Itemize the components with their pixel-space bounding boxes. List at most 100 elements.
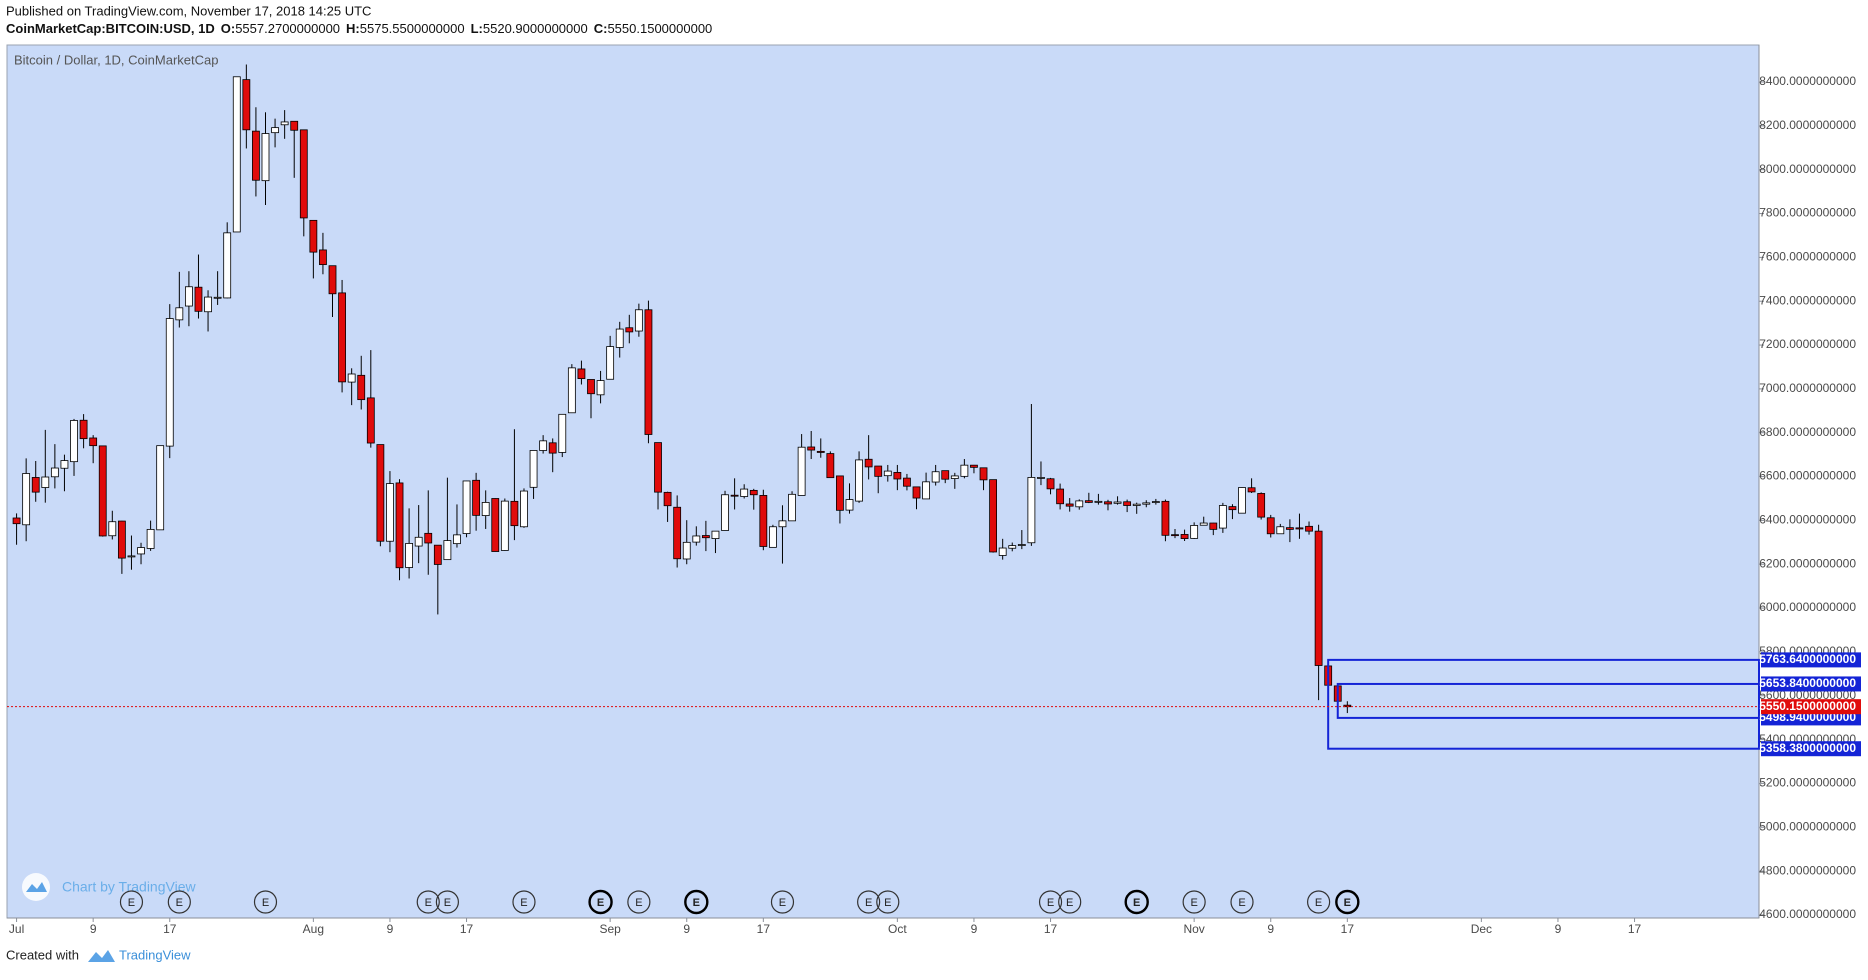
candle-body [1257, 493, 1266, 518]
candle-body [79, 419, 88, 440]
x-tick-label: Nov [1183, 922, 1204, 936]
footer-created: Created with [6, 947, 79, 962]
candle-body [1017, 544, 1026, 546]
candle-body [864, 458, 873, 468]
candle-body [31, 477, 40, 493]
candle-body [644, 309, 653, 435]
candle-body [280, 121, 289, 126]
x-tick-label: 17 [757, 922, 771, 936]
candle-body [338, 292, 346, 383]
candle-body [663, 491, 672, 507]
candle-body [1046, 478, 1055, 490]
candle-body [1151, 501, 1160, 503]
candle-body [386, 483, 394, 542]
candle-body [836, 475, 844, 511]
ohlc-value: 5550.1500000000 [607, 21, 712, 36]
candle-body [567, 367, 576, 414]
candle-body [357, 374, 366, 401]
event-marker [588, 889, 613, 915]
candle-body [903, 477, 911, 487]
candle-body [204, 296, 212, 313]
x-tick-label: 17 [1628, 922, 1642, 936]
candle-body [520, 490, 528, 528]
event-marker [857, 890, 881, 914]
x-tick-label: 9 [1555, 922, 1562, 936]
candle-body [701, 535, 710, 539]
event-label: E [444, 897, 451, 909]
candle-body [89, 437, 98, 447]
event-label: E [1047, 897, 1054, 909]
candle-body [472, 479, 481, 516]
y-tick-label: 4600.0000000000 [1759, 907, 1856, 921]
price-label-bg [1761, 676, 1861, 692]
footer-brand: TradingView [119, 947, 191, 962]
candle-body [1056, 488, 1065, 505]
candle-body [1295, 527, 1304, 530]
y-tick-label: 5000.0000000000 [1759, 819, 1856, 833]
candle-body [749, 489, 758, 496]
x-tick-label: 17 [163, 922, 177, 936]
x-tick-label: 17 [1341, 922, 1355, 936]
candle-body [625, 327, 634, 333]
candle-body [941, 470, 950, 480]
candle-body [1238, 487, 1246, 514]
y-tick-label: 6000.0000000000 [1759, 600, 1856, 614]
y-tick-label: 7600.0000000000 [1759, 250, 1856, 264]
candle-body [1027, 477, 1036, 544]
event-label: E [1190, 897, 1197, 909]
candle-body [1305, 525, 1313, 532]
y-tick-label: 8200.0000000000 [1759, 118, 1856, 132]
candle-body [855, 459, 863, 502]
candle-body [309, 219, 318, 253]
candle-body [1104, 501, 1112, 505]
price-label-bg [1761, 699, 1861, 715]
plot [12, 64, 1352, 749]
ohlc-key: L: [471, 21, 483, 36]
event-marker [770, 890, 795, 914]
candle-body [778, 520, 787, 528]
candle-body [1247, 487, 1256, 493]
event-label: E [520, 897, 527, 909]
candle-body [1199, 522, 1208, 526]
event-label: E [693, 897, 700, 909]
price-label-bg [1761, 652, 1861, 668]
candle-body [50, 467, 59, 478]
candle-body [252, 130, 260, 181]
candle-body [261, 133, 270, 182]
event-label: E [1344, 897, 1351, 909]
y-tick-label: 6200.0000000000 [1759, 556, 1856, 570]
candle-body [1209, 522, 1218, 530]
candle-body [319, 249, 327, 266]
candle-body [1094, 500, 1103, 503]
y-tick-label: 6400.0000000000 [1759, 513, 1856, 527]
candle-body [376, 444, 385, 542]
x-tick-label: Aug [303, 922, 324, 936]
y-tick-label: 7800.0000000000 [1759, 206, 1856, 220]
x-tick-label: 9 [971, 922, 978, 936]
y-tick-label: 7000.0000000000 [1759, 381, 1856, 395]
logo-shape [26, 882, 47, 892]
candle-body [185, 286, 193, 307]
candle-body [692, 535, 701, 543]
event-marker [119, 890, 144, 914]
candle-body [433, 544, 442, 565]
price-label: 5550.1500000000 [1759, 699, 1856, 713]
event-marker [876, 890, 900, 914]
candle-body [223, 232, 232, 299]
ohlc-value: 5520.9000000000 [483, 21, 588, 36]
y-tick-label: 4800.0000000000 [1759, 863, 1856, 877]
candle-body [108, 521, 117, 537]
x-tick-label: 9 [1267, 922, 1274, 936]
candle-body [271, 127, 279, 134]
candle-body [12, 517, 21, 525]
candle-body [290, 120, 299, 131]
candle-body [730, 494, 739, 497]
candle-body [510, 500, 519, 527]
candle-body [577, 368, 586, 379]
candle-body [1171, 534, 1179, 537]
y-tick-label: 5200.0000000000 [1759, 776, 1856, 790]
event-label: E [1238, 897, 1245, 909]
symbol: CoinMarketCap:BITCOIN:USD, 1D [6, 21, 215, 36]
